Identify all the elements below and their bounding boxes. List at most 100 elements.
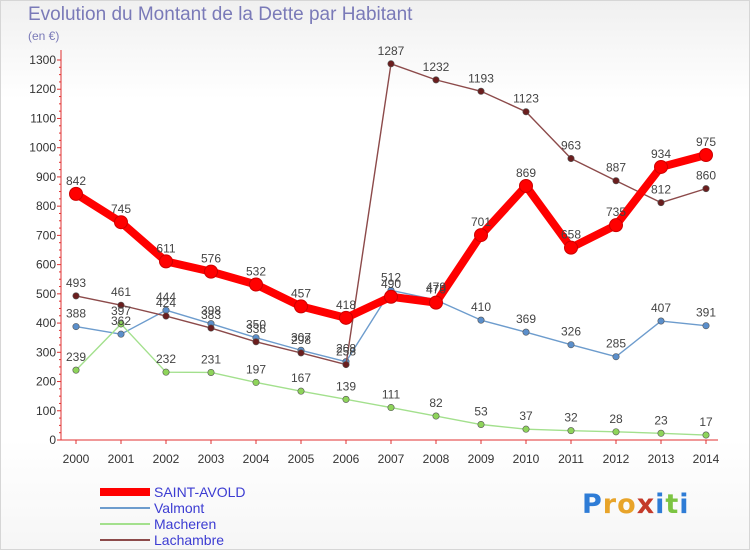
x-tick-label: 2002 xyxy=(153,452,180,466)
data-label-valmont: 362 xyxy=(111,314,131,328)
data-label-saint-avold: 658 xyxy=(561,228,581,242)
data-point-lachambre xyxy=(297,349,305,357)
data-point-saint-avold xyxy=(519,178,533,193)
data-label-valmont: 285 xyxy=(606,337,626,351)
data-label-lachambre: 424 xyxy=(156,296,176,310)
data-point-valmont xyxy=(567,341,575,349)
data-point-lachambre xyxy=(342,361,350,369)
x-tick-label: 2001 xyxy=(108,452,135,466)
data-label-saint-avold: 490 xyxy=(381,277,401,291)
y-tick-label: 200 xyxy=(36,375,56,389)
data-point-lachambre xyxy=(702,185,710,193)
data-label-macheren: 239 xyxy=(66,350,86,364)
logo-letter: x xyxy=(636,489,656,520)
x-tick-label: 2007 xyxy=(378,452,405,466)
y-tick-label: 1300 xyxy=(29,53,56,67)
data-label-valmont: 350 xyxy=(246,318,266,332)
data-point-saint-avold xyxy=(384,289,398,304)
x-tick-label: 2004 xyxy=(243,452,270,466)
legend-label-macheren: Macheren xyxy=(154,516,217,532)
data-label-macheren: 231 xyxy=(201,352,221,366)
y-tick-label: 300 xyxy=(36,345,56,359)
x-tick-label: 2005 xyxy=(288,452,315,466)
data-point-macheren xyxy=(117,320,125,328)
data-point-macheren xyxy=(297,387,305,395)
data-point-lachambre xyxy=(522,108,530,116)
y-tick-label: 600 xyxy=(36,258,56,272)
logo-letter: r xyxy=(602,489,618,520)
data-point-macheren xyxy=(612,428,620,436)
data-point-saint-avold xyxy=(609,218,623,233)
data-label-lachambre: 1287 xyxy=(378,44,405,58)
data-point-lachambre xyxy=(162,312,170,320)
y-tick-label: 0 xyxy=(49,433,56,447)
data-label-valmont: 407 xyxy=(651,301,671,315)
data-label-valmont: 388 xyxy=(66,307,86,321)
y-tick-label: 800 xyxy=(36,199,56,213)
data-point-lachambre xyxy=(72,292,80,300)
data-point-macheren xyxy=(522,425,530,433)
data-label-macheren: 397 xyxy=(111,304,131,318)
data-label-saint-avold: 418 xyxy=(336,298,356,312)
logo-letter: i xyxy=(655,489,666,520)
data-point-macheren xyxy=(432,412,440,420)
logo-letter: o xyxy=(617,489,637,520)
data-label-saint-avold: 842 xyxy=(66,174,86,188)
data-label-lachambre: 812 xyxy=(651,183,671,197)
data-point-macheren xyxy=(567,427,575,435)
data-point-lachambre xyxy=(657,199,665,207)
data-point-saint-avold xyxy=(429,295,443,310)
data-point-macheren xyxy=(702,431,710,439)
data-point-lachambre xyxy=(567,155,575,163)
data-label-lachambre: 461 xyxy=(111,285,131,299)
data-point-saint-avold xyxy=(69,186,83,201)
data-point-macheren xyxy=(342,395,350,403)
x-tick-label: 2003 xyxy=(198,452,225,466)
data-label-macheren: 28 xyxy=(609,412,623,426)
data-label-valmont: 512 xyxy=(381,270,401,284)
data-point-saint-avold xyxy=(699,148,713,162)
x-tick-label: 2000 xyxy=(63,452,90,466)
data-point-valmont xyxy=(477,316,485,324)
data-label-saint-avold: 470 xyxy=(426,283,446,297)
legend-swatch-saint-avold xyxy=(100,488,150,496)
legend-label-valmont: Valmont xyxy=(154,500,205,516)
data-point-lachambre xyxy=(432,76,440,84)
x-tick-label: 2010 xyxy=(513,452,540,466)
data-point-valmont xyxy=(522,328,530,336)
legend-label-lachambre: Lachambre xyxy=(154,532,225,548)
data-label-saint-avold: 735 xyxy=(606,205,626,219)
y-tick-label: 1200 xyxy=(29,82,56,96)
data-point-macheren xyxy=(72,366,80,374)
x-tick-label: 2011 xyxy=(558,452,584,466)
data-point-lachambre xyxy=(207,324,215,332)
y-tick-label: 1100 xyxy=(30,111,56,125)
data-label-saint-avold: 975 xyxy=(696,135,716,149)
data-point-saint-avold xyxy=(654,159,668,174)
data-label-macheren: 232 xyxy=(156,352,176,366)
data-label-macheren: 17 xyxy=(699,415,713,429)
x-tick-label: 2009 xyxy=(468,452,495,466)
data-label-lachambre: 336 xyxy=(246,322,266,336)
data-point-macheren xyxy=(387,404,395,412)
chart-title: Evolution du Montant de la Dette par Hab… xyxy=(28,4,413,25)
data-label-saint-avold: 457 xyxy=(291,286,311,300)
data-label-saint-avold: 745 xyxy=(111,202,131,216)
data-point-macheren xyxy=(162,368,170,376)
data-label-valmont: 398 xyxy=(201,304,221,318)
data-point-valmont xyxy=(612,353,620,361)
y-tick-label: 500 xyxy=(36,287,56,301)
data-label-macheren: 82 xyxy=(429,396,443,410)
x-tick-label: 2014 xyxy=(693,452,720,466)
data-point-macheren xyxy=(252,378,260,386)
data-label-macheren: 53 xyxy=(474,405,488,419)
data-point-saint-avold xyxy=(564,240,578,255)
data-point-saint-avold xyxy=(474,228,488,243)
data-point-macheren xyxy=(477,421,485,429)
y-tick-label: 1000 xyxy=(29,141,56,155)
data-label-lachambre: 887 xyxy=(606,161,626,175)
x-tick-label: 2006 xyxy=(333,452,360,466)
data-label-macheren: 197 xyxy=(246,362,266,376)
logo-letter: t xyxy=(665,489,680,520)
